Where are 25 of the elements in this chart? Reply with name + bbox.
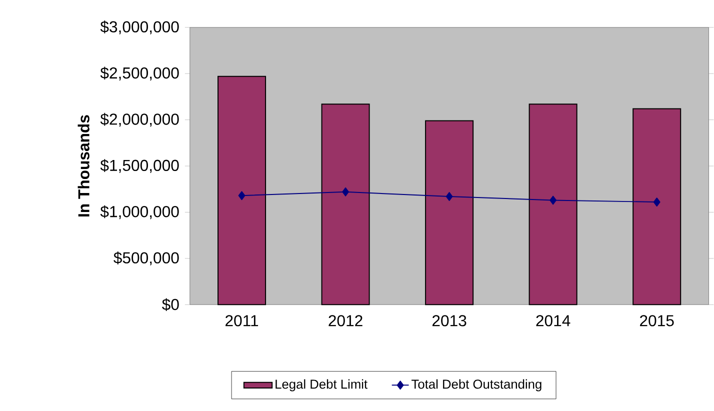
y-tick-label: $500,000 (114, 252, 179, 266)
x-tick-label: 2015 (640, 315, 674, 326)
y-axis-title: In Thousands (78, 115, 90, 216)
point (446, 192, 453, 202)
y-tick-label: $3,000,000 (100, 20, 179, 34)
legend-label: Total Debt Outstanding (412, 379, 542, 392)
bar (425, 120, 474, 306)
y-tick-label: $2,500,000 (100, 66, 179, 81)
bar (218, 76, 266, 306)
bar (528, 104, 578, 306)
bar (321, 104, 370, 306)
x-tick-label: 2012 (328, 315, 362, 326)
y-tick-label: $2,000,000 (100, 112, 179, 127)
y-tick-label: $1,000,000 (100, 205, 179, 220)
legend-label: Legal Debt Limit (276, 379, 368, 392)
y-tick-label: $1,500,000 (100, 159, 179, 173)
point (550, 196, 557, 205)
point (238, 191, 246, 200)
x-tick-label: 2011 (226, 315, 258, 326)
bar (632, 108, 682, 306)
x-tick-label: 2014 (536, 315, 570, 326)
point (653, 198, 660, 207)
point (342, 187, 350, 196)
y-tick-label: $0 (162, 298, 179, 312)
x-tick-label: 2013 (432, 315, 466, 326)
